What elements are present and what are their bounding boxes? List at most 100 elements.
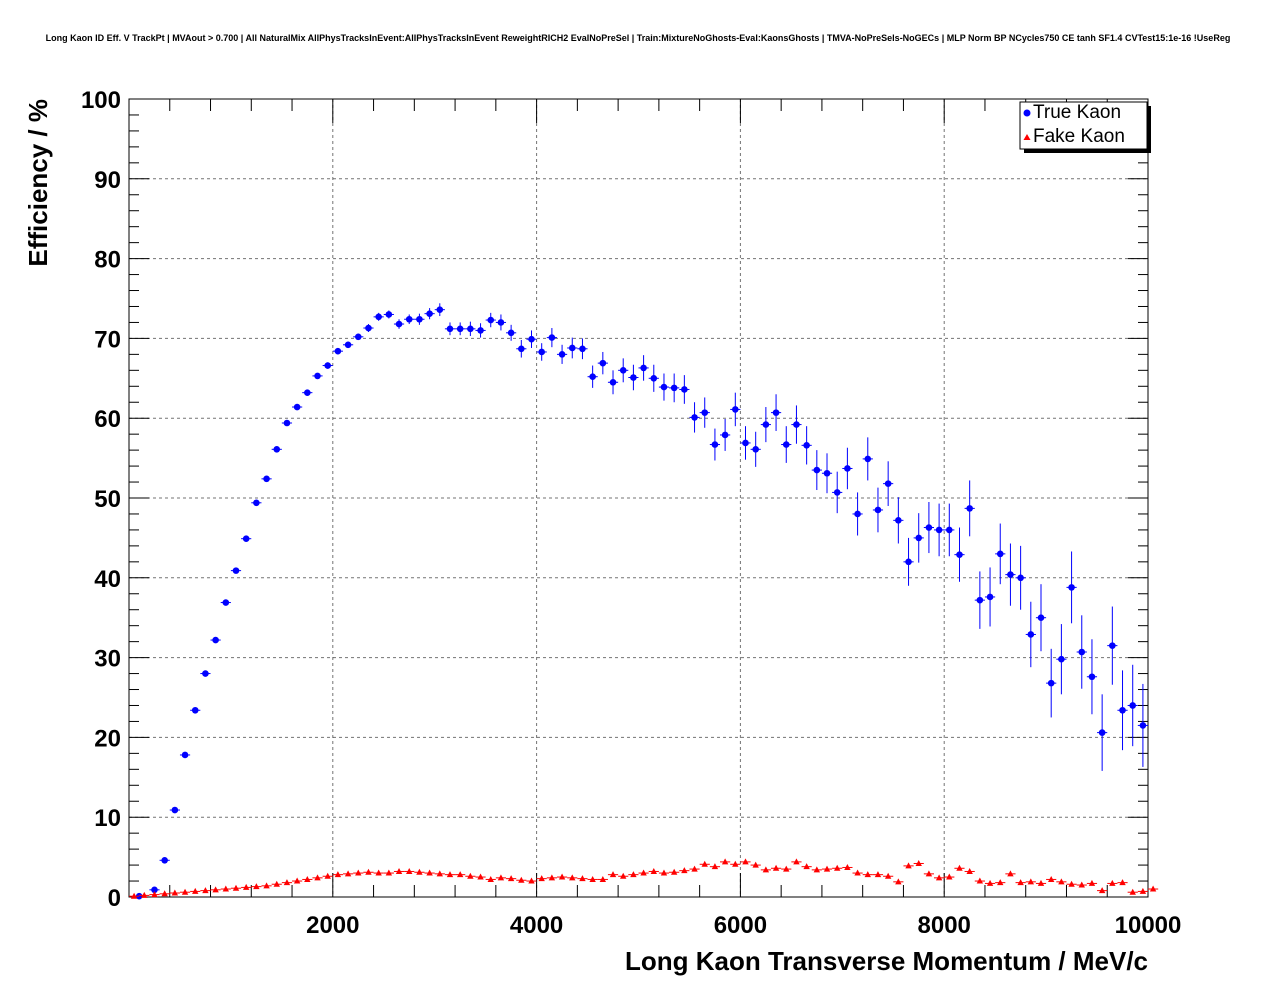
true-kaon-point <box>507 329 515 337</box>
fake-kaon-point <box>395 867 403 874</box>
fake-kaon-point <box>589 875 596 882</box>
true-kaon-point <box>314 372 321 380</box>
fake-kaon-point <box>895 878 902 885</box>
fake-kaon-point <box>518 876 525 883</box>
fake-kaon-point <box>558 873 566 880</box>
series-fake-kaon <box>129 858 1159 899</box>
true-kaon-point <box>334 347 342 355</box>
fake-kaon-point <box>1007 870 1014 877</box>
true-kaon-point <box>232 567 240 574</box>
true-kaon-point <box>895 517 902 524</box>
fake-kaon-point <box>976 877 984 884</box>
true-kaon-point <box>589 373 596 381</box>
fake-kaon-point <box>497 874 505 881</box>
fake-kaon-point <box>456 871 464 878</box>
fake-kaon-point <box>854 869 861 876</box>
fake-kaon-point <box>915 859 922 866</box>
true-kaon-point <box>823 469 831 477</box>
fake-kaon-point <box>181 888 189 895</box>
true-kaon-point <box>222 599 230 606</box>
true-kaon-point <box>884 480 892 487</box>
fake-kaon-point <box>487 875 494 882</box>
legend-box <box>1019 101 1148 150</box>
true-kaon-point <box>599 359 607 367</box>
true-kaon-point <box>191 706 199 714</box>
true-kaon-point <box>171 806 179 814</box>
fake-kaon-point <box>660 869 668 876</box>
y-tick-label: 90 <box>94 167 121 194</box>
x-tick-label: 4000 <box>510 912 563 939</box>
true-kaon-point <box>528 335 535 343</box>
true-kaon-point <box>976 596 984 604</box>
true-kaon-point <box>242 535 250 542</box>
true-kaon-point <box>640 364 647 372</box>
true-kaon-point <box>181 751 189 759</box>
true-kaon-point <box>691 414 698 421</box>
true-kaon-point <box>395 320 403 328</box>
true-kaon-point <box>844 465 851 472</box>
true-kaon-point <box>986 593 994 601</box>
true-kaon-point <box>915 534 923 542</box>
fake-kaon-point <box>701 860 708 867</box>
true-kaon-point <box>925 524 933 531</box>
chart-title: Long Kaon ID Eff. V TrackPt | MVAout > 0… <box>45 33 1231 43</box>
grid-lines <box>129 99 1148 897</box>
true-kaon-point <box>497 319 505 326</box>
fake-kaon-point <box>426 869 433 876</box>
true-kaon-point <box>212 636 219 644</box>
fake-kaon-point <box>324 872 331 879</box>
true-kaon-point <box>813 466 821 474</box>
true-kaon-point <box>721 431 729 439</box>
fake-kaon-point <box>650 867 657 874</box>
true-kaon-point <box>1037 614 1045 621</box>
true-kaon-point <box>1027 631 1035 638</box>
y-tick-label: 60 <box>94 406 121 433</box>
fake-kaon-point <box>334 871 342 878</box>
fake-kaon-point <box>864 871 871 878</box>
fake-kaon-point <box>446 871 454 878</box>
true-kaon-point <box>446 325 454 333</box>
true-kaon-point <box>365 324 372 332</box>
fake-kaon-point <box>477 873 484 880</box>
true-kaon-point <box>1007 571 1014 578</box>
legend-fake-kaon-marker <box>1023 134 1031 140</box>
true-kaon-point <box>670 384 678 392</box>
true-kaon-point <box>681 386 688 393</box>
fake-kaon-point <box>783 865 790 872</box>
true-kaon-point <box>742 439 749 447</box>
y-tick-label: 100 <box>81 87 121 114</box>
fake-kaon-point <box>721 858 729 865</box>
true-kaon-point <box>752 446 759 453</box>
true-kaon-point <box>344 341 352 349</box>
fake-kaon-point <box>151 891 158 898</box>
fake-kaon-point <box>212 886 219 893</box>
fake-kaon-point <box>742 858 749 865</box>
y-tick-label: 10 <box>94 805 121 832</box>
true-kaon-point <box>956 551 963 558</box>
fake-kaon-point <box>232 884 240 891</box>
y-axis-title: Efficiency / % <box>23 99 53 267</box>
true-kaon-point <box>732 406 739 413</box>
fake-kaon-point <box>670 868 678 875</box>
true-kaon-point <box>966 505 973 512</box>
data-points <box>129 303 1159 900</box>
y-tick-label: 40 <box>94 566 121 593</box>
true-kaon-point <box>558 351 566 358</box>
true-kaon-point <box>793 421 800 428</box>
true-kaon-point <box>945 526 953 534</box>
true-kaon-point <box>701 409 709 416</box>
fake-kaon-point <box>1037 879 1045 886</box>
legend-fake-kaon-label: Fake Kaon <box>1033 126 1125 147</box>
fake-kaon-point <box>732 860 739 867</box>
fake-kaon-point <box>834 864 841 871</box>
tick-labels: 0 10 20 30 40 50 60 70 80 90 100 2000 4000 6000 8000 10… <box>81 87 1181 939</box>
fake-kaon-point <box>222 885 230 892</box>
fake-kaon-point <box>1017 879 1024 886</box>
true-kaon-point <box>762 421 770 428</box>
fake-kaon-point <box>752 861 759 868</box>
fake-kaon-point <box>1119 879 1126 886</box>
fake-kaon-point <box>161 890 168 897</box>
fake-kaon-point <box>1109 879 1116 886</box>
fake-kaon-point <box>528 877 535 884</box>
true-kaon-point <box>1088 673 1096 681</box>
